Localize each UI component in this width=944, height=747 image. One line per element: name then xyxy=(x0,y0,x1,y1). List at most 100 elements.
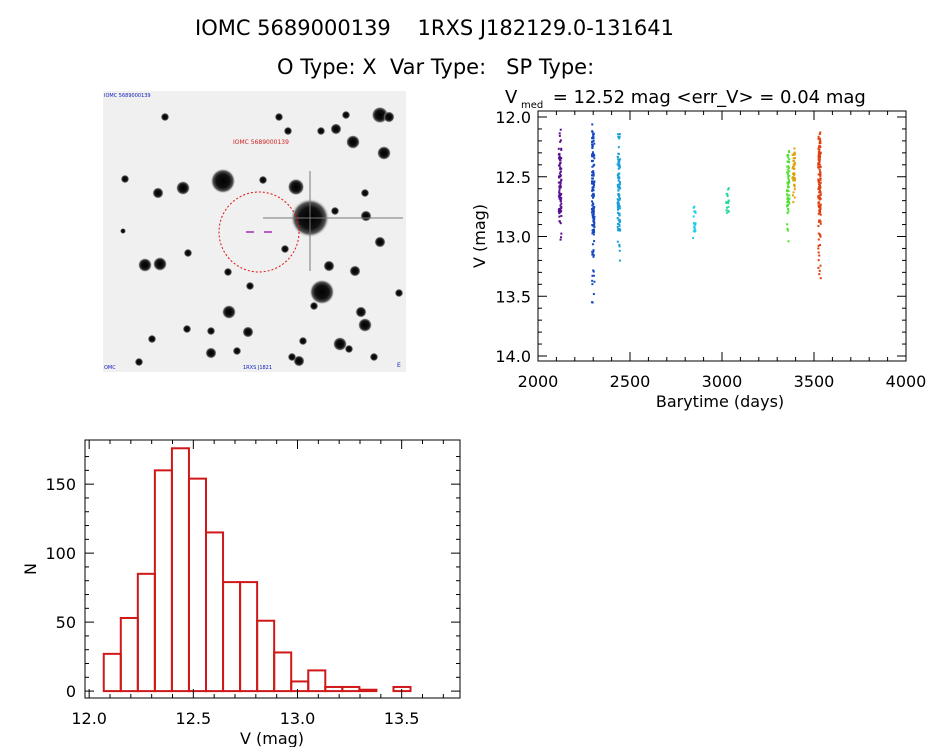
lc-point xyxy=(726,201,729,204)
lc-stat-rest: = 12.52 mag <err_V> = 0.04 mag xyxy=(547,87,866,108)
lc-point xyxy=(818,188,821,191)
lc-point xyxy=(786,196,789,199)
lc-point xyxy=(817,197,820,200)
lc-point xyxy=(592,214,595,217)
lc-point xyxy=(593,157,596,160)
hist-bar xyxy=(136,572,156,693)
lc-point xyxy=(558,189,561,192)
lc-point xyxy=(692,206,695,209)
lc-point xyxy=(592,173,595,176)
lc-point xyxy=(560,197,563,200)
lc-point xyxy=(819,175,822,178)
lc-point xyxy=(818,269,821,272)
lc-point xyxy=(591,252,594,255)
hist-bar xyxy=(119,616,139,693)
lc-point xyxy=(818,185,821,188)
finder-star xyxy=(205,347,217,359)
finder-star xyxy=(210,168,236,194)
lc-point xyxy=(618,165,621,168)
hist-ytick-label: 150 xyxy=(45,475,76,494)
lc-point xyxy=(817,259,820,262)
lc-point xyxy=(793,152,796,155)
lc-point xyxy=(617,167,620,170)
lc-point xyxy=(819,235,822,238)
hist-bar xyxy=(307,669,327,693)
lc-point xyxy=(793,179,796,182)
lc-point xyxy=(591,130,594,133)
lc-point xyxy=(591,301,594,304)
hist-plot-frame xyxy=(84,439,461,699)
lc-point xyxy=(817,187,820,190)
lc-point xyxy=(558,155,561,158)
finder-label-top-left: IOMC 5689000139 xyxy=(104,93,151,99)
lc-point xyxy=(591,243,594,246)
hist-bar xyxy=(341,685,361,693)
lc-point xyxy=(725,201,728,204)
finder-star xyxy=(152,187,164,199)
lc-point xyxy=(618,177,621,180)
lc-point xyxy=(591,202,594,205)
lc-point xyxy=(786,165,789,168)
lc-point xyxy=(558,153,561,156)
lc-point xyxy=(817,163,820,166)
hist-xtick-label: 12.5 xyxy=(176,709,212,728)
lc-point xyxy=(727,187,730,190)
lc-point xyxy=(592,186,595,189)
lc-point xyxy=(793,174,796,177)
lc-point xyxy=(786,227,789,230)
lc-point xyxy=(792,165,795,168)
lc-point xyxy=(818,132,821,135)
lc-point xyxy=(592,249,595,252)
finder-star xyxy=(242,326,254,338)
lc-point xyxy=(560,167,563,170)
hist-bar xyxy=(290,680,310,693)
lc-point xyxy=(817,178,820,181)
hist-xtick-label: 13.0 xyxy=(280,709,316,728)
lc-point xyxy=(592,203,595,206)
lc-point xyxy=(559,204,562,207)
hist-bar xyxy=(273,651,293,693)
lc-point xyxy=(819,171,822,174)
lc-point xyxy=(618,181,621,184)
finder-star xyxy=(309,301,319,311)
lc-point xyxy=(817,238,820,241)
lc-point xyxy=(616,173,619,176)
lc-point xyxy=(558,132,561,135)
lc-point xyxy=(617,202,620,205)
lc-xtick-label: 3500 xyxy=(794,372,835,391)
hist-bar xyxy=(187,477,207,693)
finder-star xyxy=(377,146,391,160)
lc-point xyxy=(787,200,790,203)
lc-point xyxy=(618,214,621,217)
lc-point xyxy=(817,202,820,205)
lc-point xyxy=(793,185,796,188)
lc-point xyxy=(559,166,562,169)
lc-point xyxy=(819,181,822,184)
lc-point xyxy=(818,148,821,151)
lc-point xyxy=(559,238,562,241)
lc-point xyxy=(592,269,595,272)
finder-star xyxy=(147,334,157,344)
lc-point xyxy=(786,205,789,208)
hist-bar xyxy=(256,619,276,693)
lc-point xyxy=(788,194,791,197)
hist-bar xyxy=(239,581,259,693)
lc-point xyxy=(819,151,822,154)
lc-point xyxy=(618,223,621,226)
lc-point xyxy=(692,230,695,233)
lc-point xyxy=(591,274,594,277)
lc-point xyxy=(791,176,794,179)
lc-stat-sub: med xyxy=(521,100,543,111)
lc-point xyxy=(592,229,595,232)
lc-point xyxy=(786,173,789,176)
lc-point xyxy=(593,215,596,218)
finder-star xyxy=(344,344,354,354)
lc-point xyxy=(725,209,728,212)
lc-point xyxy=(786,181,789,184)
finder-star xyxy=(232,346,242,356)
lc-point xyxy=(819,203,822,206)
lc-point xyxy=(618,243,621,246)
lc-point xyxy=(617,163,620,166)
lc-point xyxy=(591,250,594,253)
lc-point xyxy=(819,213,822,216)
